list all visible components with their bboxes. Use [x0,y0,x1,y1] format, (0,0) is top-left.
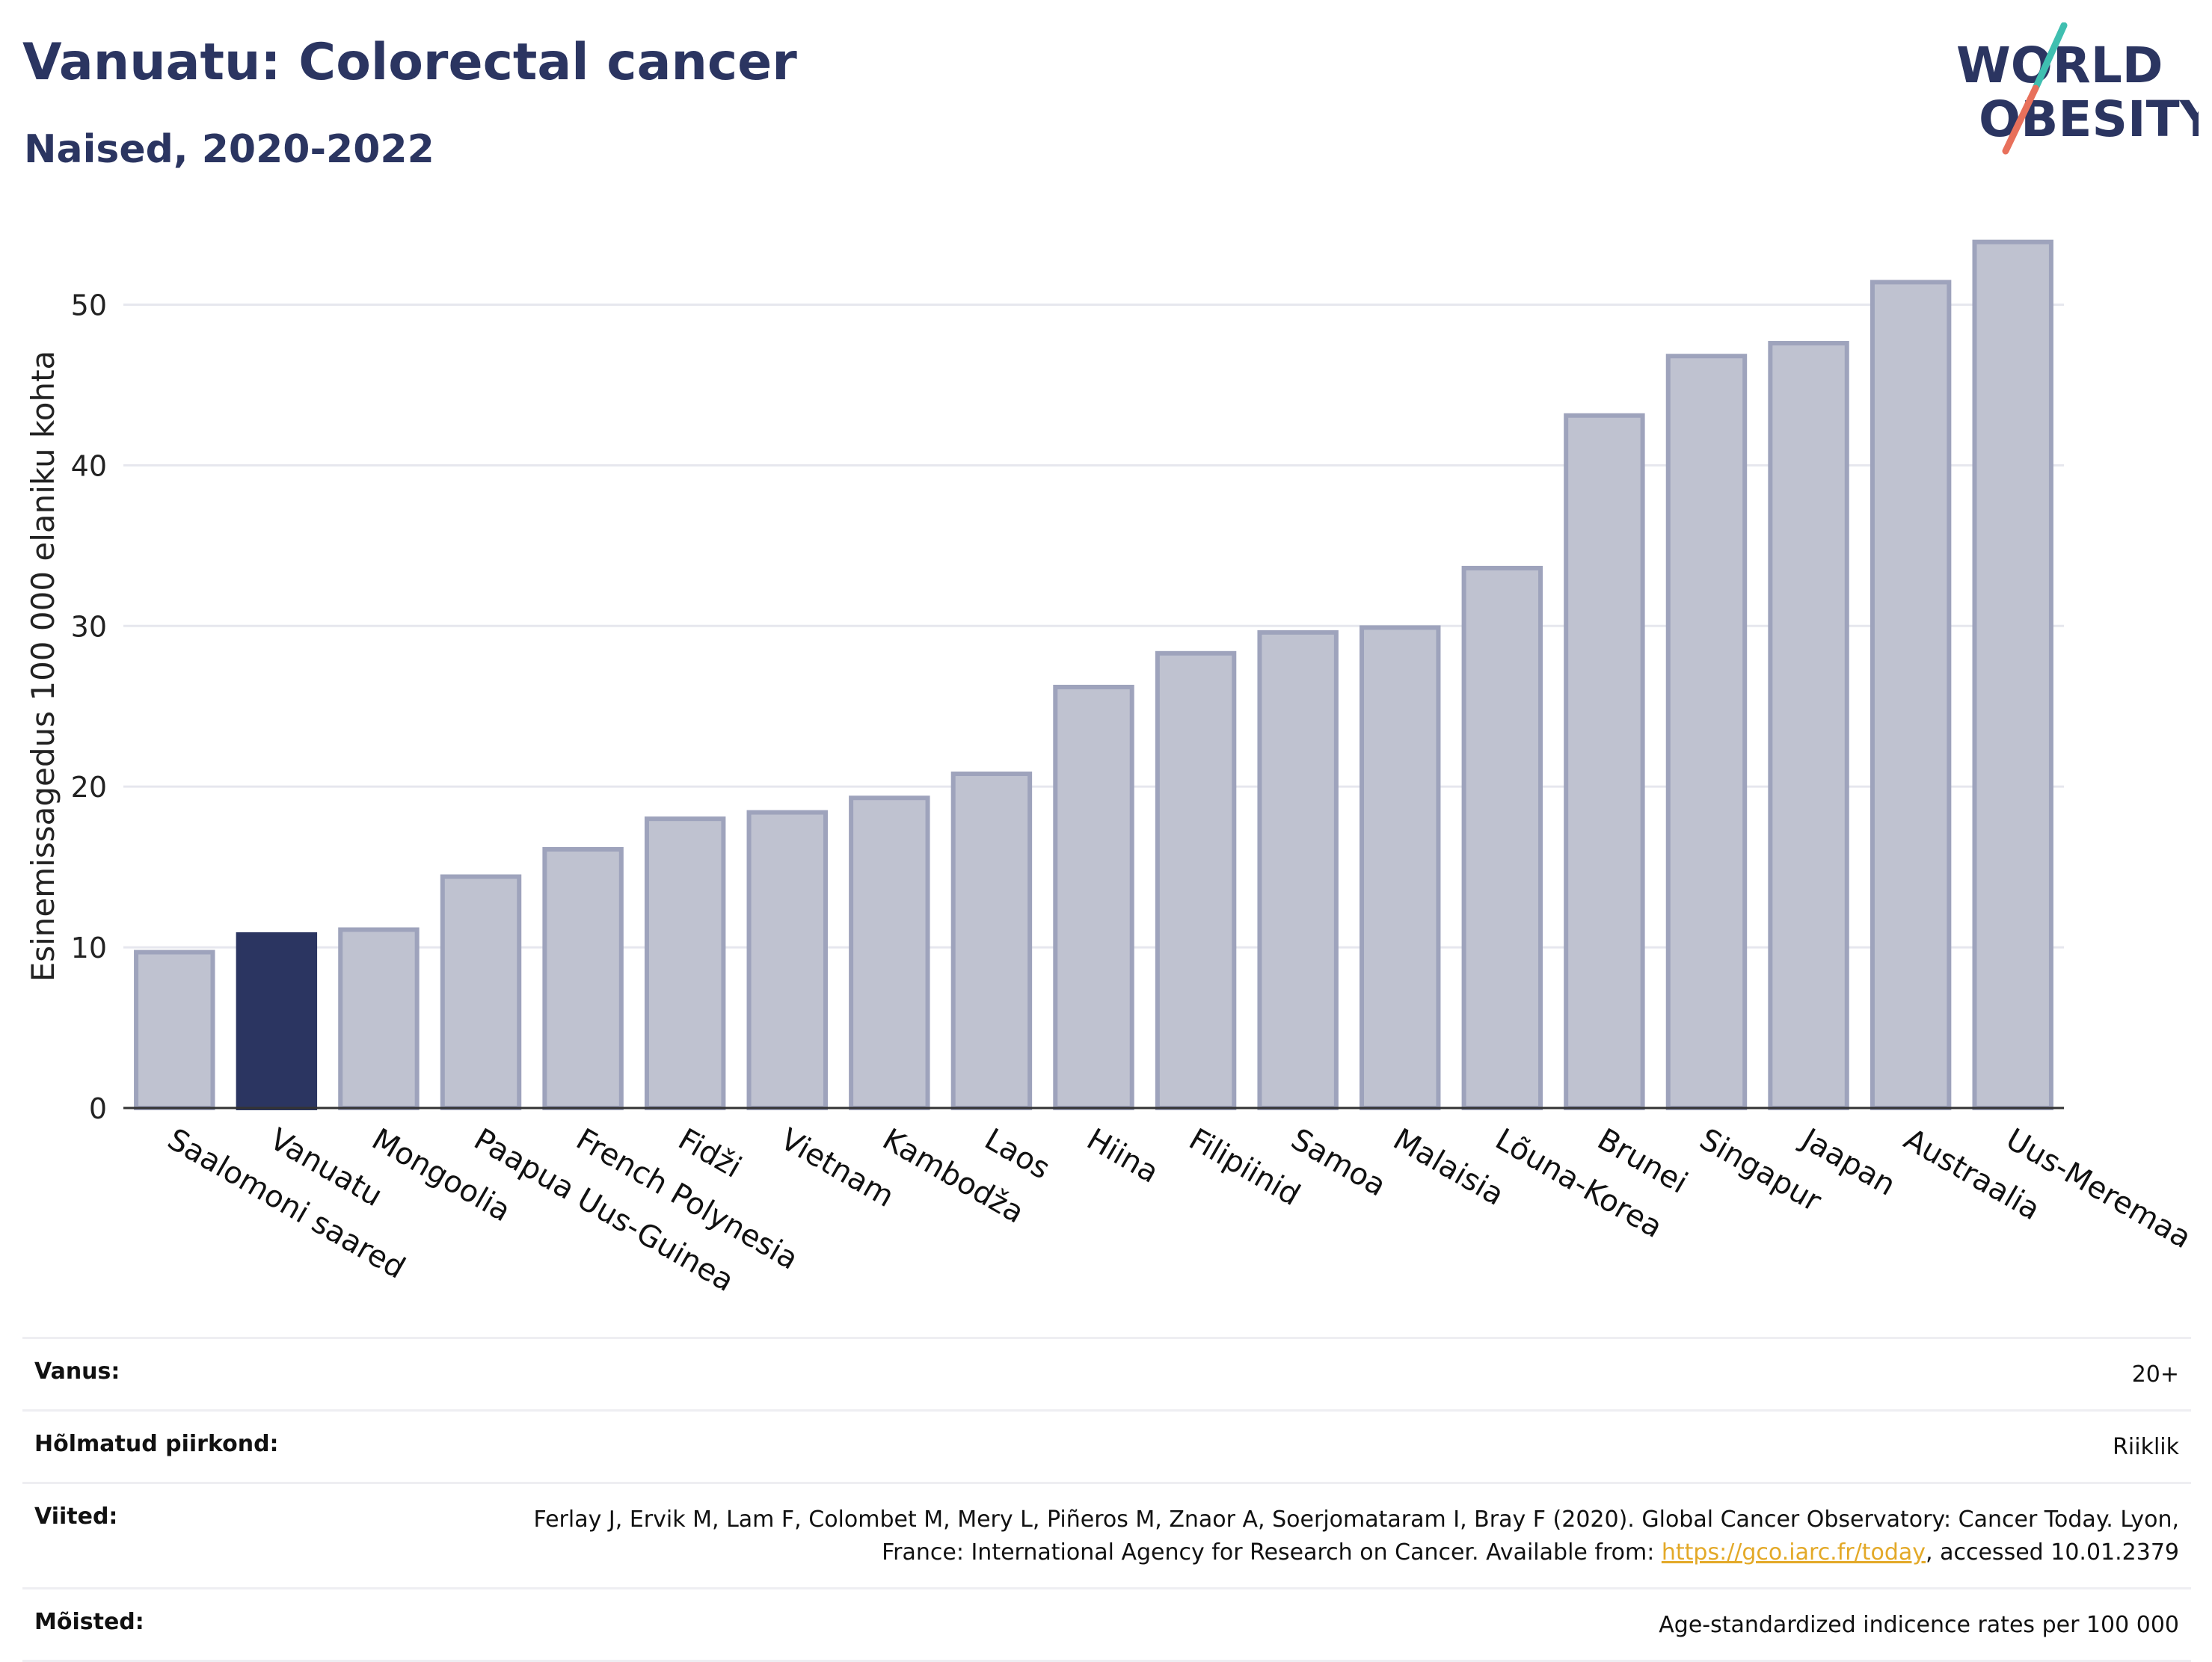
bar-6 [746,810,828,1110]
info-row-references: Viited: Ferlay J, Ervik M, Lam F, Colomb… [22,1482,2191,1587]
x-tick-label: Vietnam [775,1122,900,1214]
bar-13 [1461,565,1543,1110]
bar-2 [338,927,420,1111]
logo-text-world: WORLD [1956,37,2163,94]
bar-15 [1665,354,1748,1110]
references-accessed: , accessed 10.01.2379 [1926,1539,2179,1566]
y-tick-label: 50 [71,289,107,321]
bar-17 [1870,280,1952,1110]
bar-10 [1155,650,1237,1110]
x-tick-label: Filipiinid [1183,1122,1306,1213]
y-tick-label: 30 [71,610,107,643]
bar-8 [950,771,1033,1110]
x-tick-label: Malaisia [1387,1122,1509,1213]
references-value: Ferlay J, Ervik M, Lam F, Colombet M, Me… [459,1504,2179,1569]
coverage-value: Riiklik [2113,1434,2179,1460]
bar-12 [1360,625,1441,1110]
bar-11 [1257,630,1339,1110]
references-link[interactable]: https://gco.iarc.fr/today [1661,1539,1926,1566]
x-tick-label: Laos [979,1122,1056,1187]
y-tick-label: 10 [71,932,107,964]
bar-0 [134,950,215,1111]
x-tick-label: Samoa [1285,1122,1392,1204]
logo-slash-coral [2002,84,2039,155]
definitions-label: Mõisted: [34,1609,144,1635]
bar-9 [1053,684,1134,1110]
world-obesity-logo: WORLD OBESITY [1956,22,2199,155]
y-tick-label: 20 [71,771,107,804]
age-label: Vanus: [34,1358,120,1385]
bar-1 [236,932,318,1111]
chart-subtitle: Naised, 2020-2022 [24,127,434,172]
bar-14 [1564,413,1645,1110]
y-tick-label: 0 [89,1092,107,1125]
bar-4 [542,846,624,1110]
chart-title: Vanuatu: Colorectal cancer [22,33,797,92]
coverage-label: Hõlmatud piirkond: [34,1431,279,1457]
bar-7 [849,795,930,1110]
info-row-coverage: Hõlmatud piirkond: Riiklik [22,1409,2191,1482]
y-axis-label: Esinemissagedus 100 000 elaniku kohta [25,351,61,982]
bar-3 [440,874,522,1110]
bar-16 [1768,341,1849,1111]
references-label: Viited: [34,1504,118,1530]
bar-18 [1972,239,2053,1110]
info-row-age: Vanus: 20+ [22,1337,2191,1409]
x-tick-label: Fidži [672,1122,747,1185]
y-tick-label: 40 [71,449,107,482]
info-row-definitions: Mõisted: Age-standardized indicence rate… [22,1587,2191,1662]
info-table: Vanus: 20+ Hõlmatud piirkond: Riiklik Vi… [22,1337,2191,1662]
x-tick-label: Hiina [1081,1122,1164,1190]
age-value: 20+ [2131,1361,2179,1388]
references-text: Ferlay J, Ervik M, Lam F, Colombet M, Me… [533,1506,2179,1566]
logo-slash-teal [2032,22,2068,92]
bar-5 [644,816,726,1110]
definitions-value: Age-standardized indicence rates per 100… [1659,1612,2179,1638]
